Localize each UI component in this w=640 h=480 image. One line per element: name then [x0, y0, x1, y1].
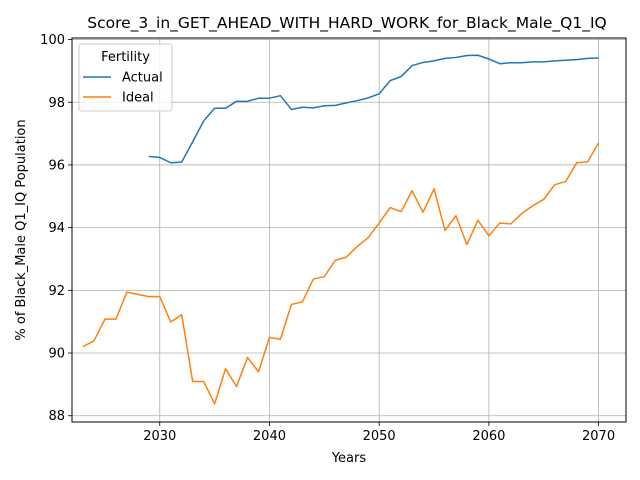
y-tick-label: 90	[48, 347, 65, 362]
legend: Fertility Actual Ideal	[78, 43, 173, 112]
legend-title: Fertility	[101, 50, 150, 65]
legend-box	[78, 43, 173, 112]
plot-frame	[71, 37, 627, 423]
series-line-ideal	[82, 142, 600, 405]
x-tick-label: 2070	[582, 429, 615, 444]
y-tick-label: 96	[48, 158, 65, 173]
y-axis-ticks: 88 90 92 94 96 98 100	[40, 33, 72, 424]
x-tick-label: 2040	[253, 429, 286, 444]
x-tick-label: 2060	[472, 429, 505, 444]
legend-label-ideal: Ideal	[122, 91, 154, 106]
y-tick-label: 100	[40, 33, 65, 48]
legend-label-actual: Actual	[122, 71, 163, 86]
chart-title: Score_3_in_GET_AHEAD_WITH_HARD_WORK_for_…	[87, 14, 607, 33]
x-axis-label: Years	[331, 451, 367, 466]
y-tick-label: 98	[48, 96, 65, 111]
x-axis-ticks: 2030 2040 2050 2060 2070	[143, 422, 615, 444]
y-tick-label: 94	[48, 221, 65, 236]
x-tick-label: 2030	[143, 429, 176, 444]
x-tick-label: 2050	[363, 429, 396, 444]
y-tick-label: 88	[48, 409, 65, 424]
series-layer	[82, 54, 600, 405]
y-tick-label: 92	[48, 284, 65, 299]
y-axis-label: % of Black_Male Q1_IQ Population	[14, 119, 29, 340]
series-line-actual	[148, 54, 599, 164]
